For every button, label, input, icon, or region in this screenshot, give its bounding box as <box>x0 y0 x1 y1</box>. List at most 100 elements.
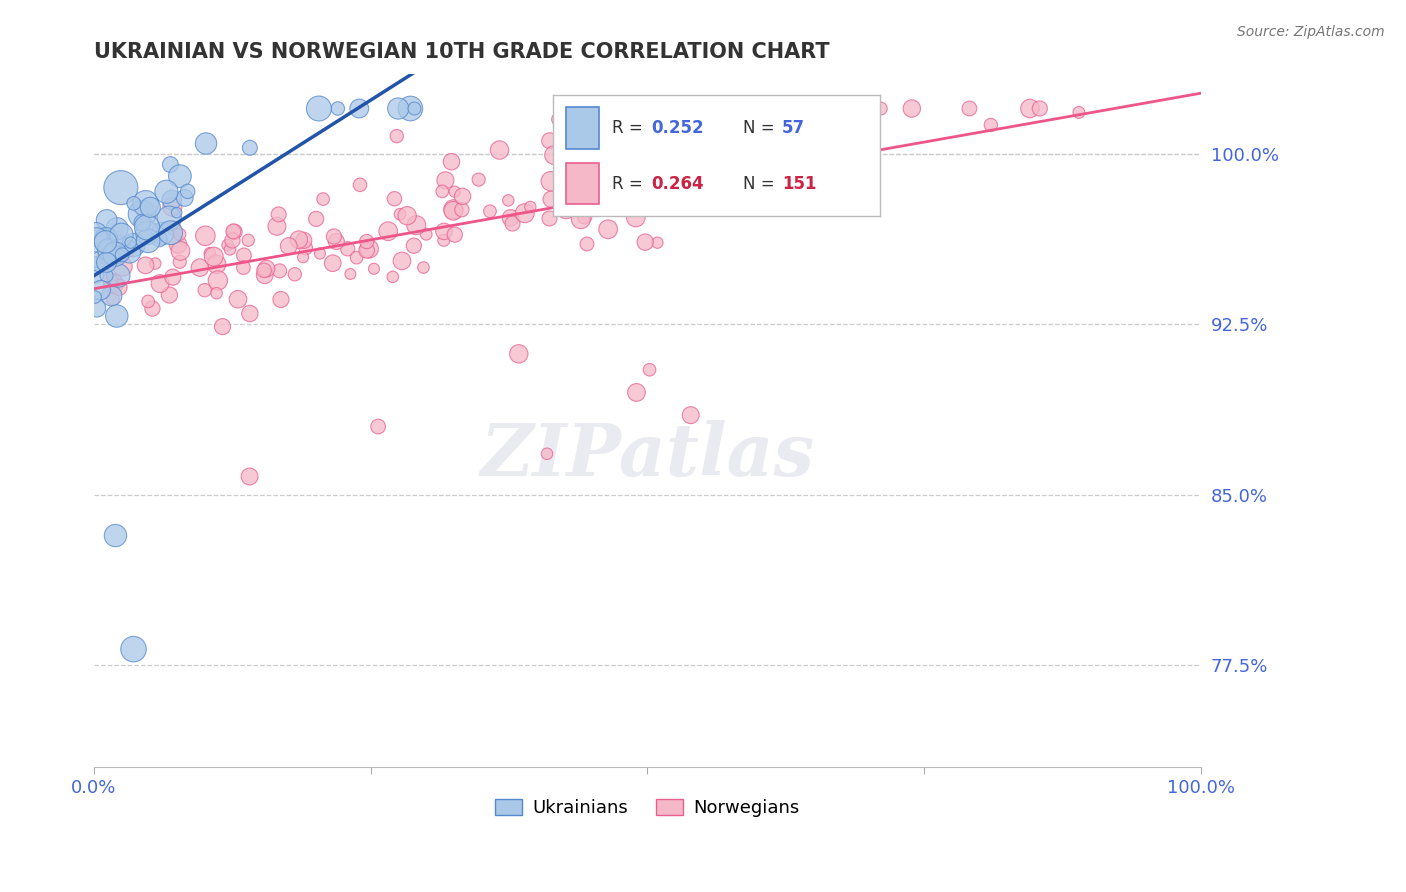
Point <box>104 247 127 261</box>
Point <box>176 185 198 199</box>
Point <box>336 242 359 256</box>
Point <box>519 200 541 214</box>
Text: ZIPatlas: ZIPatlas <box>481 420 814 491</box>
Point <box>169 255 191 269</box>
Point <box>150 227 173 241</box>
Point <box>638 362 661 376</box>
Point <box>502 217 524 231</box>
Point <box>135 258 157 272</box>
Point <box>135 196 157 211</box>
Point <box>713 102 735 116</box>
Point <box>117 244 139 259</box>
Point <box>440 154 463 169</box>
Point <box>224 225 246 239</box>
Point <box>157 288 180 302</box>
Point <box>100 289 122 303</box>
Point <box>270 293 292 307</box>
Point <box>90 283 112 297</box>
Point <box>565 172 588 186</box>
Point <box>84 268 107 282</box>
Point <box>617 124 640 138</box>
Point <box>626 385 648 400</box>
Point <box>107 268 129 283</box>
Point <box>169 227 191 242</box>
Point <box>211 319 233 334</box>
Point <box>292 250 315 264</box>
Point <box>107 239 129 253</box>
Point <box>98 273 121 287</box>
Point <box>547 112 569 127</box>
Point <box>356 235 378 249</box>
Point <box>136 220 159 235</box>
Point <box>169 169 191 183</box>
Point <box>205 257 228 271</box>
Point <box>277 239 299 253</box>
Point <box>163 221 186 235</box>
Point <box>239 306 262 320</box>
Point <box>122 238 145 252</box>
Point <box>110 180 132 194</box>
Point <box>404 102 426 116</box>
Point <box>359 242 381 256</box>
Point <box>385 129 408 144</box>
Point <box>478 204 501 219</box>
Point <box>111 248 134 262</box>
Point <box>579 169 602 184</box>
Point <box>256 261 278 276</box>
Point <box>536 447 558 461</box>
Point <box>596 180 619 194</box>
Point <box>671 165 693 179</box>
Point <box>143 256 166 270</box>
Point <box>122 196 145 211</box>
Point <box>620 167 643 181</box>
Point <box>267 207 290 221</box>
Point <box>678 134 700 148</box>
Point <box>624 211 647 225</box>
Point <box>155 185 177 199</box>
Point <box>451 202 474 217</box>
Point <box>86 301 108 315</box>
Point <box>387 102 409 116</box>
Point <box>443 227 465 242</box>
Point <box>162 200 184 214</box>
Point <box>162 270 184 285</box>
Point <box>94 235 117 249</box>
Point <box>538 211 561 226</box>
Point <box>356 244 378 258</box>
Point <box>305 211 328 226</box>
Point <box>860 160 883 174</box>
Point <box>148 232 170 246</box>
Point <box>647 235 669 250</box>
Point <box>194 228 217 243</box>
Point <box>111 260 134 274</box>
Point <box>84 255 107 269</box>
Point <box>167 237 190 252</box>
Point <box>239 141 262 155</box>
Point <box>105 249 128 263</box>
Point <box>198 246 221 260</box>
Point <box>433 224 456 238</box>
Point <box>284 267 307 281</box>
Point <box>160 193 183 207</box>
Point <box>391 254 413 268</box>
Point <box>131 216 153 230</box>
Point <box>269 264 291 278</box>
Point <box>488 143 510 157</box>
Point <box>645 198 668 212</box>
Point <box>105 221 128 235</box>
Point <box>586 175 609 189</box>
Point <box>543 148 565 162</box>
Point <box>1018 102 1040 116</box>
Point <box>853 132 876 146</box>
Point <box>513 206 536 220</box>
Point <box>499 211 522 225</box>
Point <box>339 267 361 281</box>
Point <box>219 243 242 257</box>
Point <box>94 232 117 246</box>
Point <box>540 174 562 188</box>
Point <box>685 161 707 176</box>
Point <box>96 213 118 227</box>
Point <box>540 192 562 206</box>
Point <box>467 172 489 186</box>
Point <box>538 134 561 148</box>
